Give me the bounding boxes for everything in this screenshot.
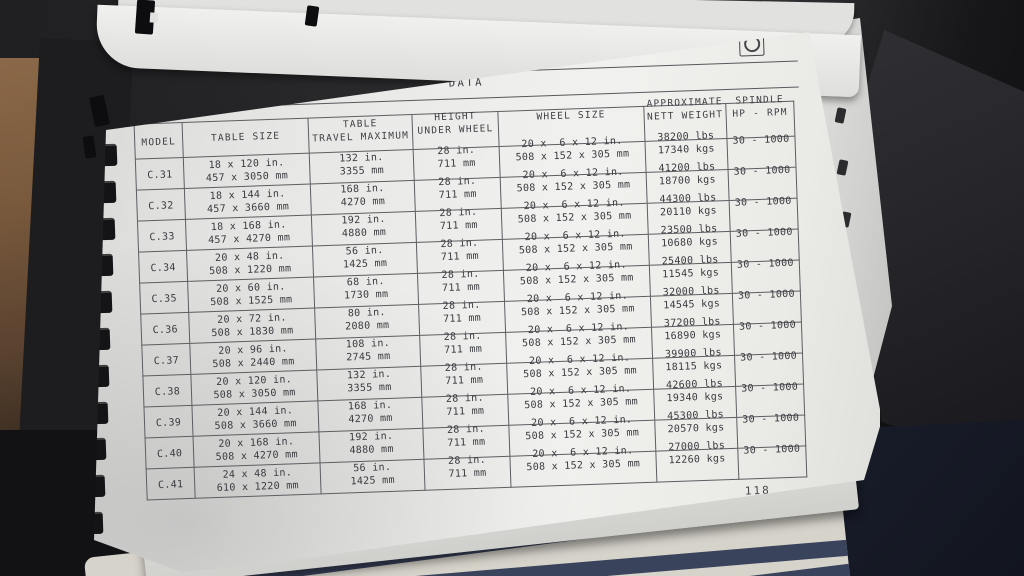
cell-travel: 68 in. 1730 mm bbox=[313, 273, 419, 308]
cell-size: 20 x 144 in. 508 x 3660 mm bbox=[191, 400, 319, 437]
cell-size: 18 x 120 in. 457 x 3050 mm bbox=[183, 153, 311, 189]
cell-travel: 168 in. 4270 mm bbox=[310, 180, 416, 216]
binding-hole-mark bbox=[834, 107, 847, 124]
cell-travel: 192 in. 4880 mm bbox=[311, 211, 417, 247]
binding-hole-mark bbox=[836, 159, 849, 176]
cell-model: C.35 bbox=[139, 281, 189, 315]
cell-model: C.31 bbox=[135, 157, 185, 191]
cell-model: C.34 bbox=[138, 250, 188, 284]
document-page: DATA MODEL TABLE SIZE TABLE TRAVEL MAXIMUM… bbox=[94, 32, 880, 572]
cell-model: C.37 bbox=[141, 343, 191, 377]
cell-size: 20 x 72 in. 508 x 1830 mm bbox=[188, 307, 316, 344]
cell-travel: 56 in. 1425 mm bbox=[320, 459, 426, 494]
cell-size: 18 x 168 in. 457 x 4270 mm bbox=[185, 215, 313, 251]
cell-size: 20 x 120 in. 508 x 3050 mm bbox=[190, 369, 318, 406]
column-header-size: TABLE SIZE bbox=[182, 118, 310, 158]
paper-sheen bbox=[94, 32, 880, 572]
cell-spindle: 30 - 1000 bbox=[737, 444, 807, 480]
cell-height: 28 in. 711 mm bbox=[423, 454, 511, 491]
cell-model: C.40 bbox=[145, 436, 195, 469]
cell-model: C.38 bbox=[142, 374, 192, 408]
cell-travel: 108 in. 2745 mm bbox=[315, 335, 421, 370]
cell-weight: 27000 lbs 12260 kgs bbox=[655, 440, 739, 483]
spec-table-body: C.31 18 x 120 in. 457 x 3050 mm 132 in. 33… bbox=[135, 130, 807, 500]
cell-travel: 192 in. 4880 mm bbox=[318, 428, 424, 463]
cell-size: 24 x 48 in. 610 x 1220 mm bbox=[194, 462, 322, 499]
cell-model: C.41 bbox=[146, 467, 196, 500]
cell-size: 20 x 96 in. 508 x 2440 mm bbox=[189, 338, 317, 375]
cell-model: C.32 bbox=[136, 188, 186, 222]
cell-travel: 132 in. 3355 mm bbox=[309, 149, 415, 185]
comb-binding-tooth bbox=[134, 0, 156, 35]
cell-wheel: 20 x 6 x 12 in. 508 x 152 x 305 mm bbox=[509, 445, 657, 488]
cell-model: C.33 bbox=[137, 219, 187, 253]
cell-size: 20 x 48 in. 508 x 1220 mm bbox=[186, 246, 314, 282]
column-header-model: MODEL bbox=[134, 122, 184, 160]
cell-travel: 168 in. 4270 mm bbox=[317, 397, 423, 432]
cell-travel: 56 in. 1425 mm bbox=[312, 242, 418, 278]
cell-model: C.39 bbox=[143, 405, 194, 438]
cell-size: 20 x 168 in. 508 x 4270 mm bbox=[193, 431, 321, 468]
column-header-travel: TABLE TRAVEL MAXIMUM bbox=[307, 114, 414, 154]
cell-travel: 132 in. 3355 mm bbox=[316, 366, 422, 401]
cell-size: 18 x 144 in. 457 x 3660 mm bbox=[184, 184, 312, 220]
cell-model: C.36 bbox=[140, 312, 190, 346]
spec-table: MODEL TABLE SIZE TABLE TRAVEL MAXIMUM HEIGH… bbox=[134, 94, 808, 501]
cell-travel: 80 in. 2080 mm bbox=[314, 304, 420, 339]
cell-size: 20 x 60 in. 508 x 1525 mm bbox=[187, 277, 315, 313]
